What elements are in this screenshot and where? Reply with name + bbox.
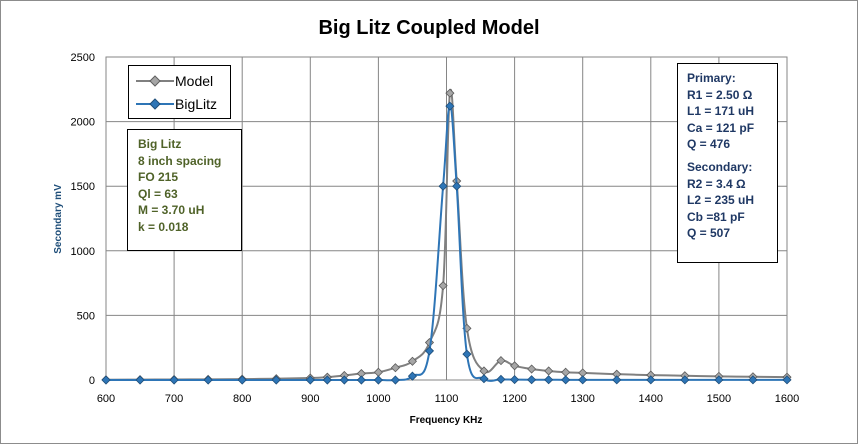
x-tick-label: 1300	[570, 393, 594, 405]
info-line: 8 inch spacing	[138, 153, 222, 168]
data-point-biglitz	[782, 375, 792, 385]
info-line: Big Litz	[138, 137, 182, 151]
plot-border	[105, 56, 788, 381]
x-tick-label: 1600	[775, 393, 799, 405]
y-tick-label: 2500	[71, 52, 95, 64]
data-point-model	[407, 356, 418, 366]
data-point-model	[496, 356, 506, 366]
x-tick-label: 800	[233, 393, 251, 405]
grid-layer	[105, 56, 788, 381]
data-point-biglitz	[510, 375, 520, 385]
data-point-model	[445, 88, 455, 98]
data-point-model	[373, 367, 383, 377]
data-point-biglitz	[544, 375, 554, 385]
data-point-biglitz	[305, 375, 315, 385]
data-point-biglitz	[479, 374, 489, 384]
y-axis-title: Secondary mV	[53, 184, 64, 254]
data-point-biglitz	[101, 375, 111, 385]
data-point-biglitz	[271, 375, 281, 385]
plot-area: 600 700 800 900 1000 1100 1200 1300 1400 1500 1600…	[71, 52, 800, 405]
circuit-params-box: Primary: R1 = 2.50 Ω L1 = 171 uH Ca = 12…	[677, 63, 778, 263]
x-tick-label: 1100	[435, 393, 459, 405]
primary-param: Q = 476	[687, 137, 731, 152]
legend-swatch-model	[136, 75, 174, 87]
y-tick-label: 0	[89, 375, 95, 387]
coil-info-box: Big Litz 8 inch spacing FO 215 Ql = 63 M…	[127, 129, 242, 251]
data-point-model	[390, 363, 400, 373]
chart-title: Big Litz Coupled Model	[318, 17, 539, 39]
x-tick-label: 600	[97, 393, 115, 405]
data-point-biglitz	[407, 371, 418, 381]
legend-label-biglitz: BigLitz	[175, 96, 218, 112]
data-point-biglitz	[527, 375, 537, 385]
data-point-biglitz	[561, 375, 571, 385]
legend-label-model: Model	[175, 73, 214, 89]
y-tick-label: 1000	[71, 246, 95, 258]
data-point-model	[544, 366, 554, 376]
legend: Model BigLitz	[128, 65, 231, 119]
x-tick-label: 1000	[366, 393, 390, 405]
data-point-model	[527, 364, 537, 374]
x-tick-label: 700	[165, 393, 183, 405]
data-point-model	[438, 281, 448, 291]
data-point-biglitz	[356, 375, 366, 385]
secondary-heading: Secondary:	[687, 159, 753, 174]
x-tick-label: 1400	[639, 393, 663, 405]
data-point-biglitz	[390, 375, 400, 385]
primary-param: Ca = 121 pF	[687, 120, 755, 135]
data-point-model	[561, 367, 571, 377]
series-layer	[101, 88, 792, 385]
secondary-param: R2 = 3.4 Ω	[687, 176, 746, 191]
data-point-biglitz	[452, 181, 462, 191]
data-point-biglitz	[462, 349, 472, 359]
data-point-biglitz	[438, 181, 448, 191]
x-tick-label: 1500	[707, 393, 731, 405]
data-point-biglitz	[748, 375, 758, 385]
data-point-biglitz	[646, 375, 656, 385]
data-point-biglitz	[680, 375, 690, 385]
data-point-biglitz	[339, 375, 349, 385]
legend-item-biglitz: BigLitz	[129, 94, 230, 114]
tick-layer: 600 700 800 900 1000 1100 1200 1300 1400 1500 1600…	[71, 52, 800, 405]
data-point-biglitz	[203, 375, 213, 385]
x-axis-title: Frequency KHz	[410, 415, 483, 426]
data-point-biglitz	[373, 375, 383, 385]
info-line: k = 0.018	[138, 219, 189, 234]
data-point-biglitz	[496, 374, 506, 384]
data-point-biglitz	[424, 346, 435, 356]
y-tick-label: 1500	[71, 181, 95, 193]
info-line: M = 3.70 uH	[138, 203, 205, 218]
legend-swatch-biglitz	[136, 98, 174, 110]
y-tick-label: 500	[77, 310, 95, 322]
primary-heading: Primary:	[687, 71, 736, 85]
secondary-param: Cb =81 pF	[687, 209, 745, 224]
x-tick-label: 1200	[502, 393, 526, 405]
data-point-biglitz	[578, 375, 588, 385]
data-point-biglitz	[135, 375, 145, 385]
info-line: FO 215	[138, 170, 179, 185]
series-biglitz	[101, 101, 792, 385]
legend-item-model: Model	[129, 71, 230, 91]
secondary-param: L2 = 235 uH	[687, 193, 755, 208]
data-point-biglitz	[237, 375, 247, 385]
y-tick-label: 2000	[71, 117, 95, 129]
data-point-biglitz	[322, 375, 332, 385]
x-tick-label: 900	[301, 393, 319, 405]
data-point-model	[510, 361, 520, 371]
secondary-param: Q = 507	[687, 226, 731, 241]
primary-param: L1 = 171 uH	[687, 104, 755, 119]
info-line: Ql = 63	[138, 186, 178, 201]
data-point-biglitz	[612, 375, 622, 385]
data-point-biglitz	[714, 375, 724, 385]
data-point-biglitz	[169, 375, 179, 385]
data-point-biglitz	[445, 101, 455, 111]
primary-param: R1 = 2.50 Ω	[687, 87, 753, 102]
